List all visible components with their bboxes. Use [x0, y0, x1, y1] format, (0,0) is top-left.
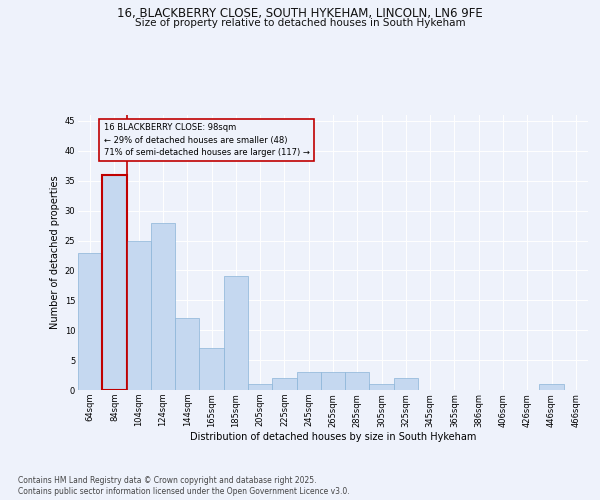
Bar: [78, 252, 102, 390]
Bar: [224, 276, 248, 390]
Bar: [296, 372, 321, 390]
Text: Size of property relative to detached houses in South Hykeham: Size of property relative to detached ho…: [134, 18, 466, 28]
Bar: [272, 378, 296, 390]
Bar: [151, 222, 175, 390]
X-axis label: Distribution of detached houses by size in South Hykeham: Distribution of detached houses by size …: [190, 432, 476, 442]
Text: Contains HM Land Registry data © Crown copyright and database right 2025.: Contains HM Land Registry data © Crown c…: [18, 476, 317, 485]
Text: 16 BLACKBERRY CLOSE: 98sqm
← 29% of detached houses are smaller (48)
71% of semi: 16 BLACKBERRY CLOSE: 98sqm ← 29% of deta…: [104, 123, 310, 157]
Bar: [199, 348, 224, 390]
Bar: [127, 240, 151, 390]
Y-axis label: Number of detached properties: Number of detached properties: [50, 176, 61, 330]
Text: 16, BLACKBERRY CLOSE, SOUTH HYKEHAM, LINCOLN, LN6 9FE: 16, BLACKBERRY CLOSE, SOUTH HYKEHAM, LIN…: [117, 8, 483, 20]
Bar: [394, 378, 418, 390]
Bar: [345, 372, 370, 390]
Bar: [102, 175, 127, 390]
Bar: [539, 384, 564, 390]
Bar: [321, 372, 345, 390]
Text: Contains public sector information licensed under the Open Government Licence v3: Contains public sector information licen…: [18, 486, 350, 496]
Bar: [248, 384, 272, 390]
Bar: [175, 318, 199, 390]
Bar: [370, 384, 394, 390]
